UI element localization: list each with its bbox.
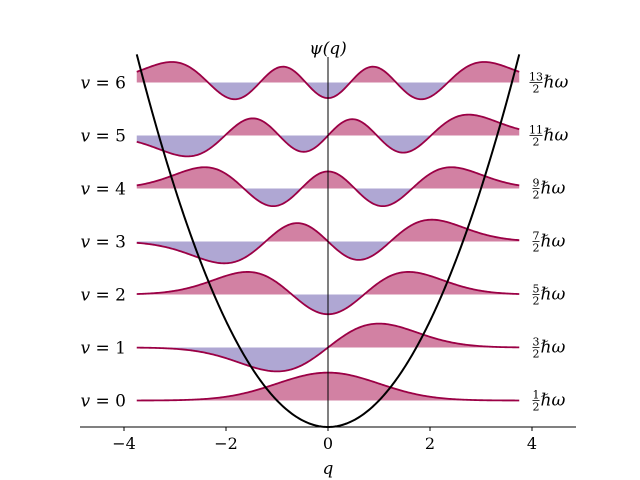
svg-text:ℏω: ℏω [541,232,566,252]
x-axis-label: q [323,459,334,479]
svg-text:2: 2 [533,295,540,308]
svg-text:3: 3 [533,336,540,349]
svg-text:2: 2 [533,189,540,202]
svg-text:9: 9 [533,177,540,190]
svg-text:ℏω: ℏω [541,179,566,199]
svg-text:2: 2 [533,401,540,414]
svg-text:2: 2 [533,348,540,361]
energy-label-v1: 32 ℏω [532,336,566,361]
positive-fill-v5 [136,114,520,136]
energy-label-v4: 92 ℏω [532,177,566,202]
energy-label-v2: 52 ℏω [532,283,566,308]
svg-text:ℏω: ℏω [541,391,566,411]
negative-fill-v5 [136,135,520,157]
x-tick-label: −2 [214,434,238,453]
svg-text:2: 2 [533,242,540,255]
x-tick-label: 2 [425,434,435,453]
level-label-v2: v = 2 [81,286,126,306]
energy-label-v5: 112 ℏω [529,124,568,149]
svg-text:13: 13 [529,71,543,84]
svg-text:1: 1 [533,389,540,402]
svg-text:5: 5 [533,283,540,296]
svg-text:ℏω: ℏω [544,73,569,93]
level-label-v6: v = 6 [81,74,126,94]
positive-fill-v1 [136,323,520,348]
x-tick-label: 0 [323,434,333,453]
energy-label-v0: 12 ℏω [532,389,566,414]
level-label-v1: v = 1 [81,339,126,359]
svg-text:ℏω: ℏω [541,285,566,305]
svg-text:11: 11 [529,124,543,137]
positive-fill-v2 [136,271,520,295]
x-tick-label: −4 [112,434,136,453]
chart-title: ψ(q) [309,39,346,59]
svg-text:ℏω: ℏω [544,126,569,146]
svg-text:7: 7 [533,230,540,243]
energy-label-v6: 132 ℏω [529,71,568,96]
positive-fill-v3 [136,219,520,242]
svg-text:ℏω: ℏω [541,338,566,358]
negative-fill-v3 [136,241,520,264]
level-label-v4: v = 4 [81,180,126,200]
level-label-v5: v = 5 [81,127,126,147]
svg-text:2: 2 [533,136,540,149]
positive-fill-v6 [136,61,520,83]
svg-text:2: 2 [533,83,540,96]
negative-fill-v1 [136,347,520,372]
level-label-v3: v = 3 [81,233,126,253]
level-label-v0: v = 0 [81,392,126,412]
x-tick-label: 4 [527,434,537,453]
energy-label-v3: 72 ℏω [532,230,566,255]
